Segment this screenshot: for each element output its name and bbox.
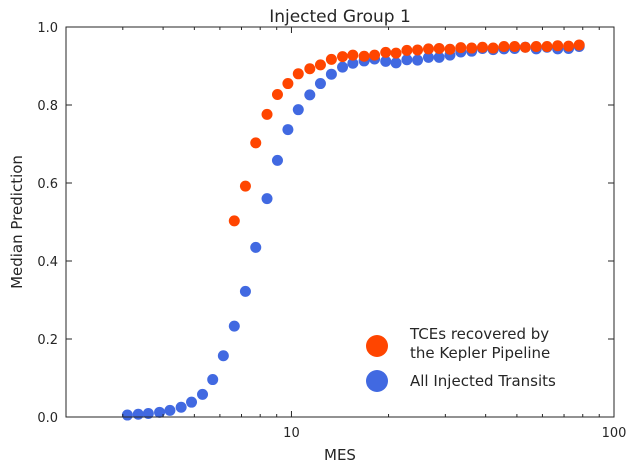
y-tick-label: 0.6 xyxy=(37,177,58,192)
data-point xyxy=(142,407,154,419)
data-point xyxy=(186,396,198,408)
data-point xyxy=(530,41,542,52)
data-point xyxy=(175,401,187,413)
data-point xyxy=(217,350,229,362)
data-point xyxy=(271,154,283,166)
data-point xyxy=(292,104,304,116)
y-tick-label: 0.0 xyxy=(37,411,58,426)
data-point xyxy=(347,49,359,61)
data-point xyxy=(563,40,575,52)
y-axis-label: Median Prediction xyxy=(8,155,26,289)
data-point xyxy=(380,46,392,58)
data-point xyxy=(487,42,499,54)
data-point xyxy=(401,54,413,66)
data-point xyxy=(390,47,402,59)
data-point xyxy=(228,320,240,332)
data-point xyxy=(412,54,424,66)
data-point xyxy=(390,57,402,69)
data-point xyxy=(422,43,434,55)
legend-label-tces: TCEs recovered by the Kepler Pipeline xyxy=(409,325,550,362)
x-axis-label: MES xyxy=(324,446,356,464)
legend-marker-tces xyxy=(366,335,388,357)
data-point xyxy=(121,409,133,421)
chart-title: Injected Group 1 xyxy=(269,7,411,27)
plot-frame xyxy=(65,26,615,418)
series-all-injected-transits xyxy=(121,41,585,421)
y-tick-label: 0.4 xyxy=(37,255,58,270)
data-point xyxy=(519,41,531,53)
data-point xyxy=(292,68,304,80)
data-point xyxy=(401,44,413,56)
data-point xyxy=(369,49,381,61)
data-point xyxy=(444,43,456,55)
x-tick-label: 100 xyxy=(602,426,627,441)
y-tick-label: 0.8 xyxy=(37,99,58,114)
data-point xyxy=(509,41,521,52)
data-point xyxy=(466,42,478,54)
data-point xyxy=(541,41,553,52)
data-point xyxy=(304,89,316,101)
legend: TCEs recovered by the Kepler Pipeline All … xyxy=(366,325,556,392)
data-point xyxy=(347,57,359,69)
data-point xyxy=(337,51,349,63)
data-point xyxy=(282,78,294,90)
data-point xyxy=(337,61,349,73)
data-point xyxy=(325,53,337,65)
x-tick-label: 10 xyxy=(283,426,300,441)
data-point xyxy=(261,193,273,205)
y-axis: 0.0 0.2 0.4 0.6 0.8 1.0 xyxy=(37,21,614,426)
data-point xyxy=(154,406,166,418)
data-point xyxy=(282,124,294,136)
data-point xyxy=(250,241,262,253)
series-tces-recovered xyxy=(228,39,585,227)
legend-marker-all-injected xyxy=(366,370,388,392)
data-point xyxy=(380,55,392,67)
data-point xyxy=(433,51,445,63)
data-point xyxy=(314,59,326,71)
data-point xyxy=(476,41,488,53)
data-point xyxy=(304,63,316,75)
data-point xyxy=(498,41,510,52)
data-point xyxy=(271,88,283,100)
data-point xyxy=(207,374,219,386)
data-point xyxy=(261,108,273,120)
data-point xyxy=(455,42,467,54)
data-point xyxy=(358,50,370,62)
data-point xyxy=(412,44,424,56)
data-point xyxy=(132,408,144,420)
data-point xyxy=(422,51,434,63)
legend-label-all-injected: All Injected Transits xyxy=(410,372,556,390)
data-point xyxy=(325,68,337,80)
data-point xyxy=(239,180,251,192)
data-point xyxy=(239,285,251,297)
data-point xyxy=(433,42,445,54)
data-point xyxy=(314,78,326,90)
plot-area xyxy=(121,39,585,421)
y-tick-label: 0.2 xyxy=(37,333,58,348)
data-point xyxy=(552,40,564,52)
data-point xyxy=(164,404,176,416)
data-point xyxy=(197,388,209,400)
data-point xyxy=(250,137,262,149)
y-tick-label: 1.0 xyxy=(37,21,58,36)
data-point xyxy=(228,215,240,227)
data-point xyxy=(573,39,585,51)
x-axis: 10 100 xyxy=(122,27,627,441)
